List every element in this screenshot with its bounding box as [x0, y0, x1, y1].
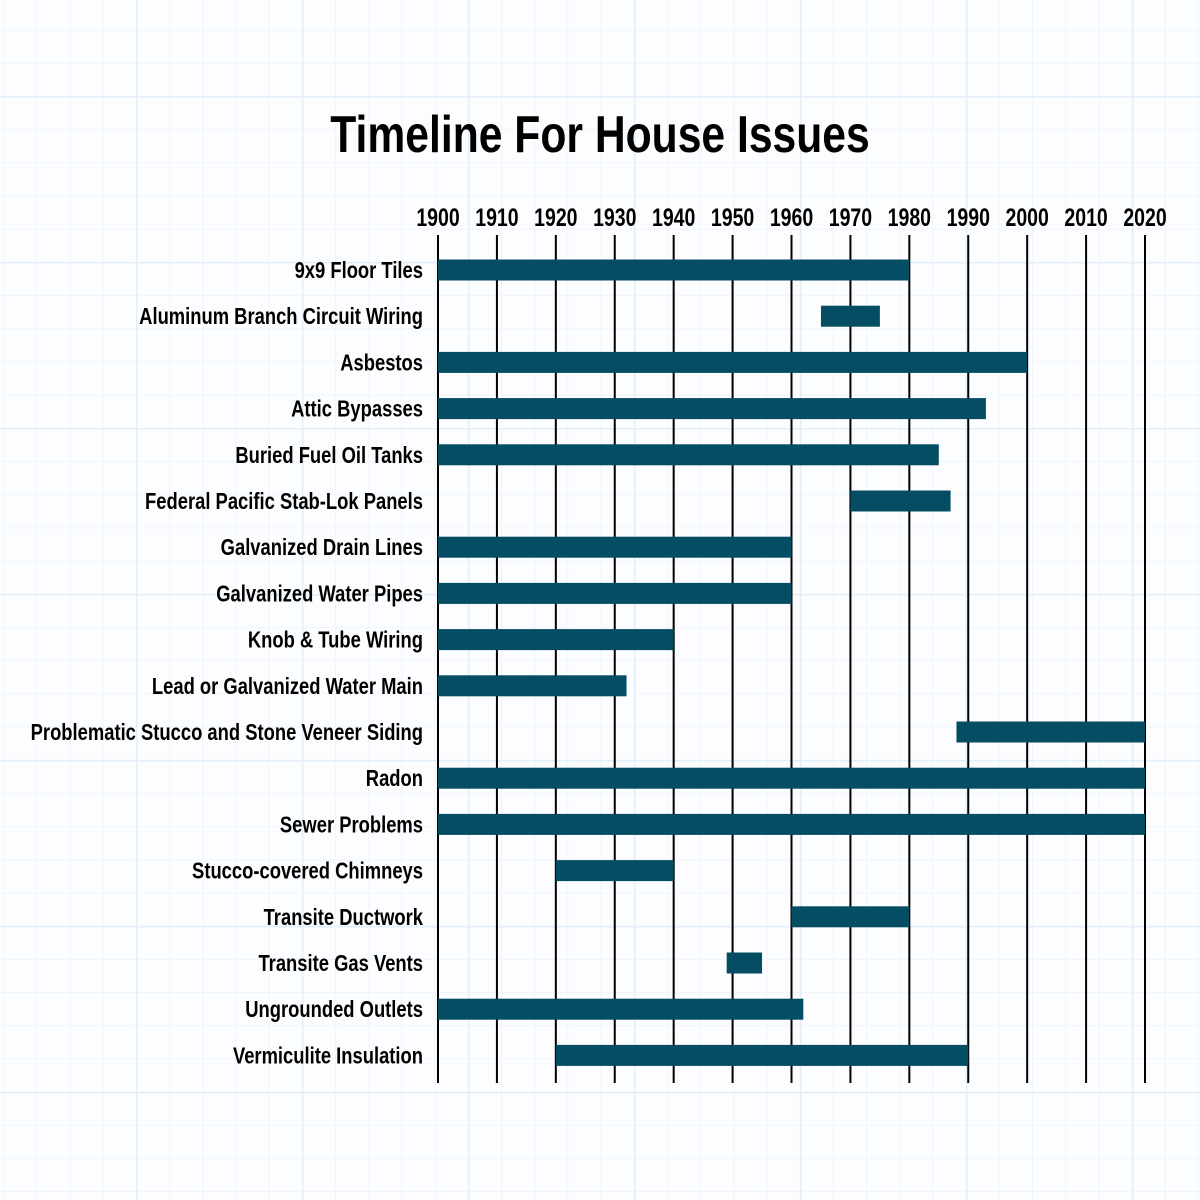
x-tick-label: 1900	[416, 204, 459, 232]
bar	[791, 906, 910, 928]
x-tick-label: 1990	[947, 204, 990, 232]
category-label: Attic Bypasses	[291, 397, 423, 422]
bar	[438, 444, 939, 466]
x-tick-label: 1940	[652, 204, 695, 232]
bar	[438, 675, 627, 697]
x-tick-label: 1950	[711, 204, 754, 232]
category-label: Federal Pacific Stab-Lok Panels	[145, 489, 423, 514]
bar	[555, 860, 674, 882]
category-label: Stucco-covered Chimneys	[192, 859, 423, 884]
x-tick-label: 1920	[534, 204, 577, 232]
category-label: Galvanized Water Pipes	[216, 582, 423, 607]
x-tick-label: 2000	[1005, 204, 1048, 232]
gridlines	[437, 235, 1146, 1083]
x-tick-label: 1980	[888, 204, 931, 232]
category-label: Galvanized Drain Lines	[221, 535, 423, 560]
category-label: Ungrounded Outlets	[245, 997, 423, 1022]
bar	[438, 259, 910, 281]
x-tick-label: 1930	[593, 204, 636, 232]
bar	[956, 721, 1145, 743]
bar	[438, 351, 1028, 373]
bar	[726, 952, 763, 974]
category-label: 9x9 Floor Tiles	[295, 258, 423, 283]
bar	[438, 398, 986, 420]
category-labels: 9x9 Floor Tiles Aluminum Branch Circuit W…	[31, 258, 424, 1069]
category-label: Transite Ductwork	[264, 905, 424, 930]
bars	[438, 259, 1145, 1066]
bar	[820, 305, 880, 327]
category-label: Buried Fuel Oil Tanks	[235, 443, 423, 468]
x-tick-labels: 1900 1910 1920 1930 1940 1950 1960 1970 1980 1990…	[416, 204, 1166, 232]
x-tick-label: 1970	[829, 204, 872, 232]
x-tick-label: 1960	[770, 204, 813, 232]
category-label: Sewer Problems	[280, 813, 423, 838]
chart-title: Timeline For House Issues	[330, 106, 869, 164]
bar	[850, 490, 951, 512]
category-label: Problematic Stucco and Stone Veneer Sidi…	[31, 720, 423, 745]
category-label: Knob & Tube Wiring	[248, 628, 423, 653]
bar	[438, 582, 792, 604]
category-label: Lead or Galvanized Water Main	[152, 674, 423, 699]
bar	[438, 629, 674, 651]
category-label: Aluminum Branch Circuit Wiring	[139, 304, 423, 329]
x-tick-label: 2020	[1123, 204, 1166, 232]
category-label: Transite Gas Vents	[258, 951, 423, 976]
bar	[438, 767, 1145, 789]
bar	[438, 536, 792, 558]
x-tick-label: 2010	[1064, 204, 1107, 232]
bar	[438, 813, 1145, 835]
x-tick-label: 1910	[475, 204, 518, 232]
category-label: Asbestos	[340, 351, 423, 376]
category-label: Radon	[366, 766, 423, 791]
bar	[438, 998, 804, 1020]
bar	[555, 1044, 969, 1066]
category-label: Vermiculite Insulation	[233, 1044, 423, 1069]
